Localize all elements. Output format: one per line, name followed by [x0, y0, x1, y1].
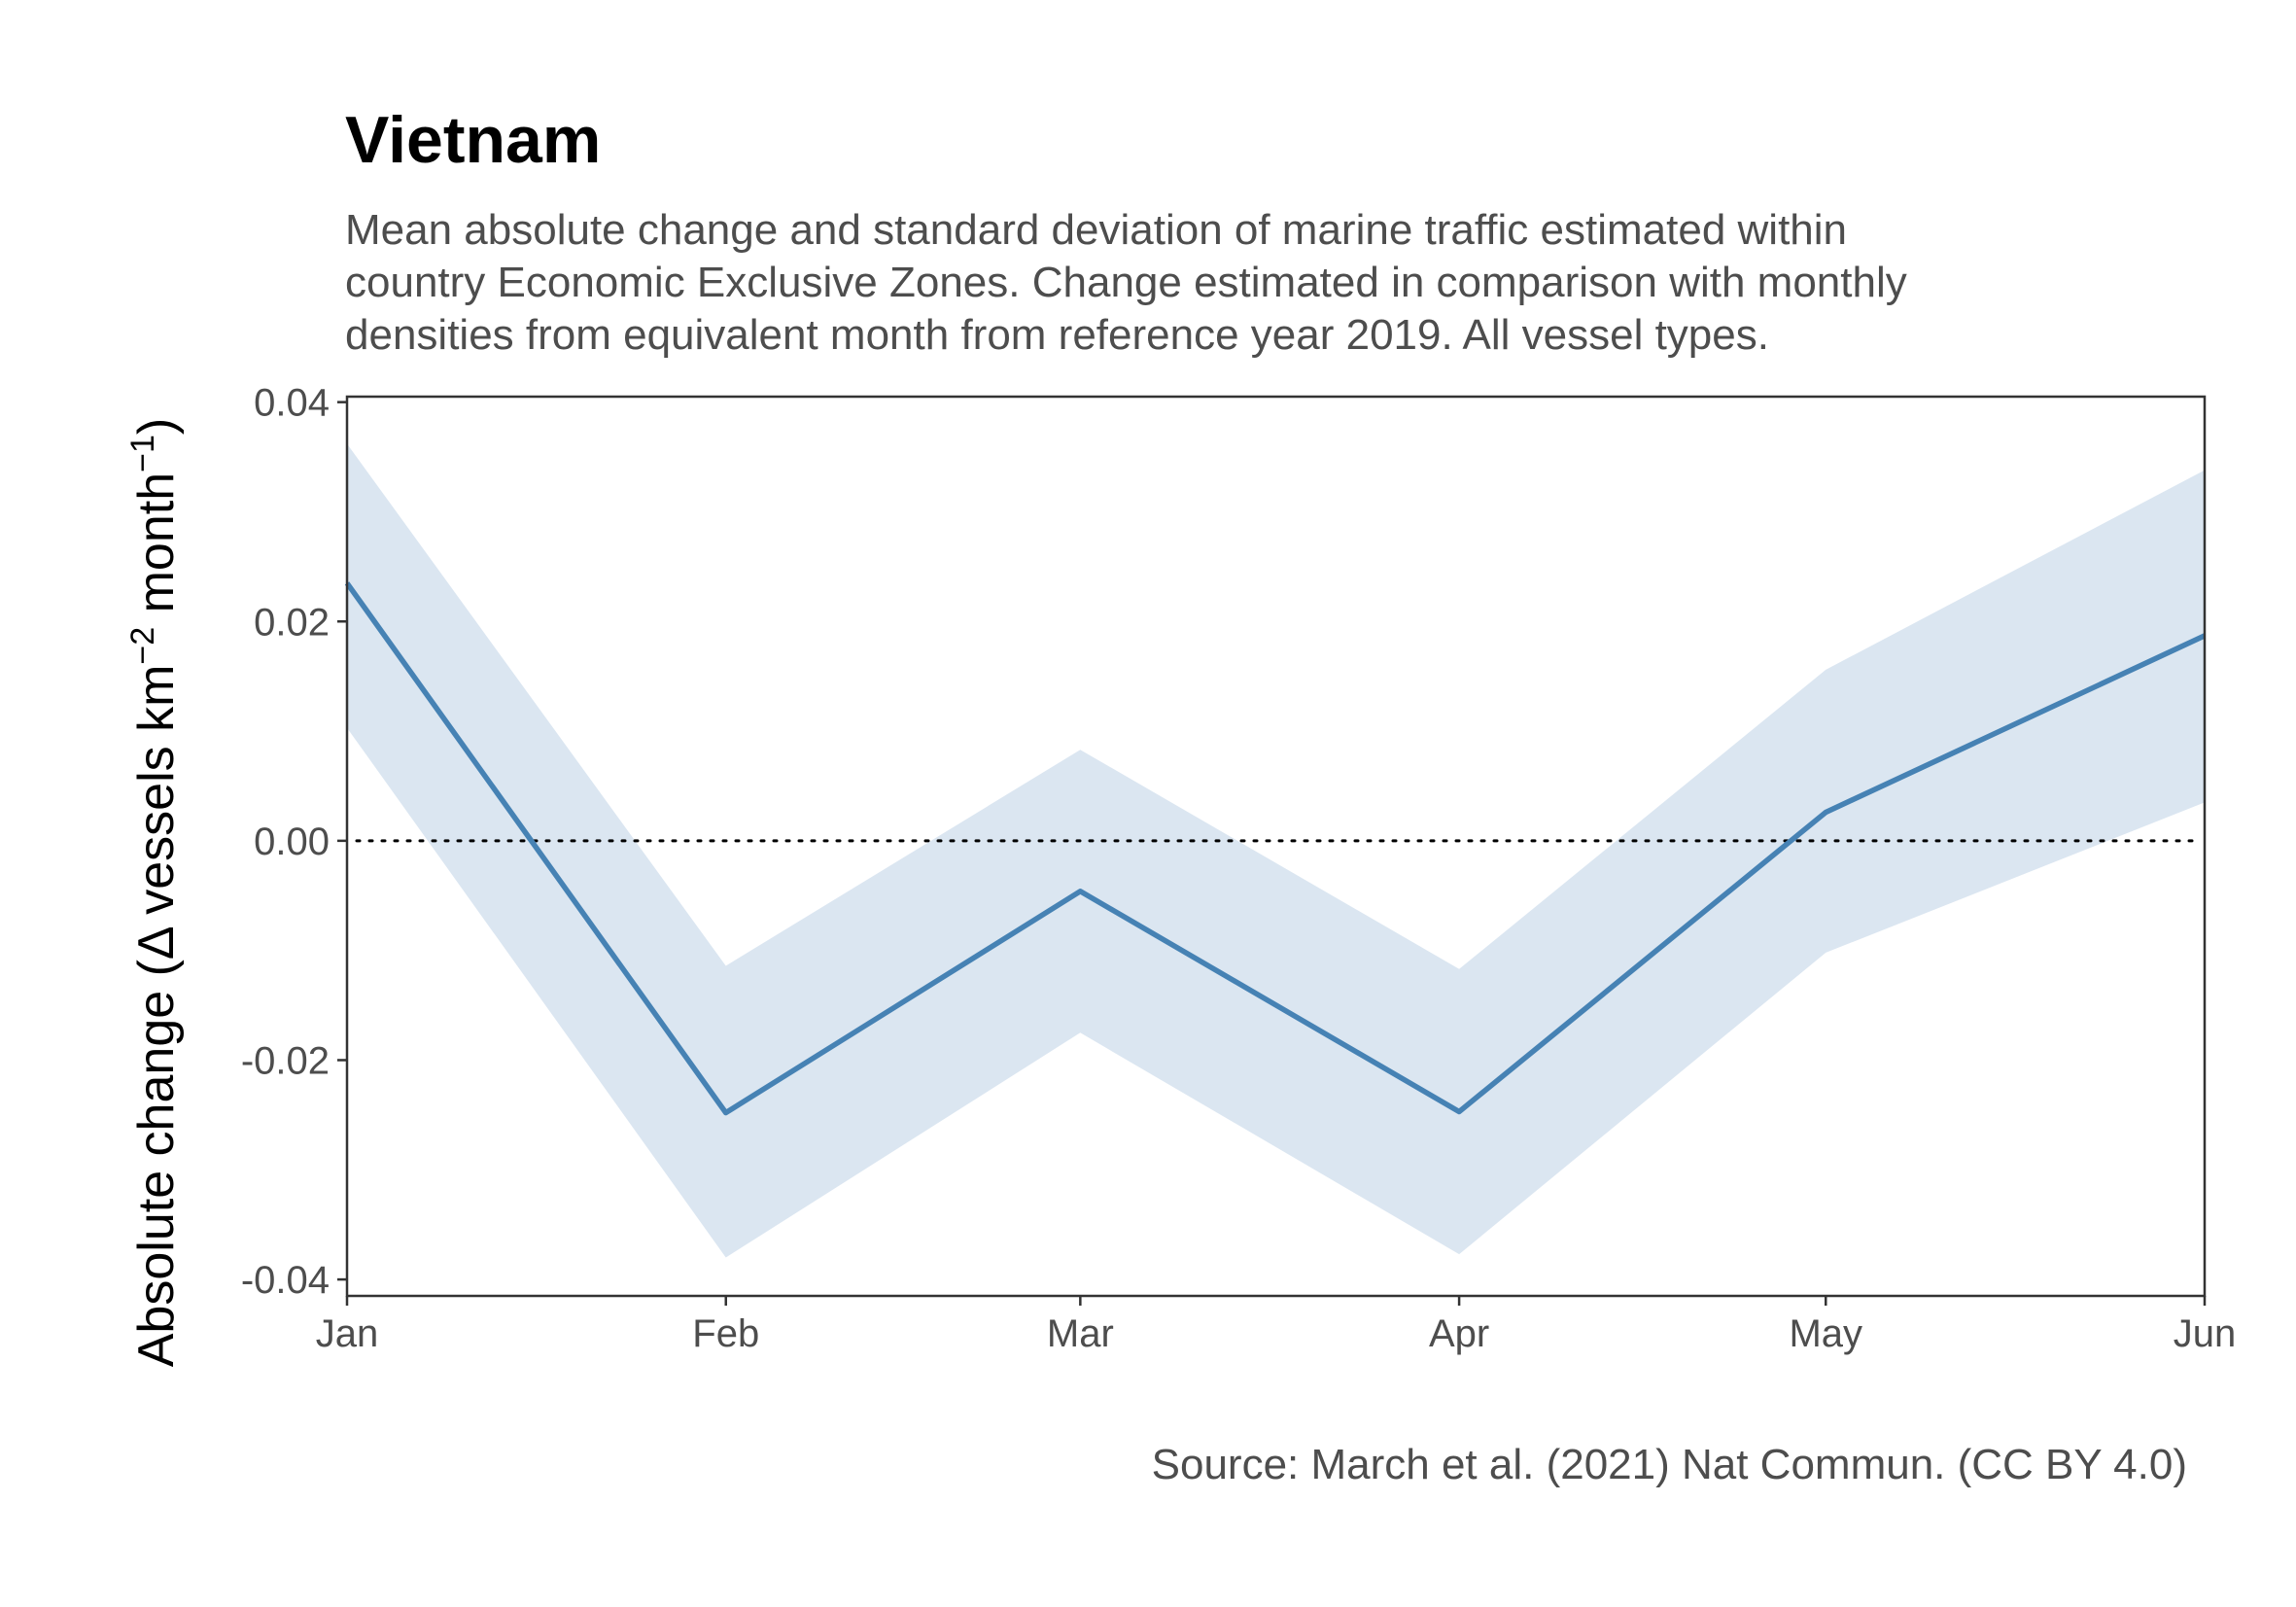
- chart-caption: Source: March et al. (2021) Nat Commun. …: [1151, 1441, 2187, 1488]
- y-axis-title: Absolute change (Δ vessels km−2 month−1): [124, 418, 185, 1368]
- y-axis-title-mid2: month: [128, 472, 185, 627]
- x-tick-label: Mar: [1047, 1312, 1114, 1355]
- y-tick-label: -0.04: [241, 1259, 330, 1302]
- axis-layer: -0.04 -0.02 0.00 0.02 0.04 Jan Feb Mar Apr May Jun: [241, 382, 2236, 1355]
- mean-change-line: [344, 581, 2207, 1116]
- y-axis-title-mid: vessels km: [128, 665, 185, 929]
- y-tick-label: 0.02: [254, 601, 330, 644]
- panel-border: [345, 395, 2207, 1298]
- x-tick-label: Feb: [692, 1312, 759, 1355]
- x-tick-label: May: [1789, 1312, 1862, 1355]
- subtitle-line: densities from equivalent month from ref…: [345, 311, 1769, 359]
- y-axis-title-sup1: −2: [124, 627, 161, 665]
- y-axis-title-delta: Δ: [128, 926, 185, 960]
- x-tick-label: Apr: [1429, 1312, 1489, 1355]
- x-tick-label: Jan: [316, 1312, 379, 1355]
- chart-title: Vietnam: [345, 103, 602, 177]
- subtitle-line: country Economic Exclusive Zones. Change…: [345, 259, 1907, 306]
- y-axis-title-prefix: Absolute change (: [128, 959, 185, 1367]
- chart-subtitle: Mean absolute change and standard deviat…: [345, 204, 2192, 362]
- y-tick-label: -0.02: [241, 1039, 330, 1082]
- y-tick-label: 0.00: [254, 821, 330, 863]
- y-tick-label: 0.04: [254, 382, 330, 425]
- band-layer: [347, 443, 2205, 1258]
- subtitle-line: Mean absolute change and standard deviat…: [345, 206, 1848, 254]
- y-axis-title-sup2: −1: [124, 435, 161, 472]
- sd-band: [347, 443, 2205, 1258]
- y-axis-title-suffix: ): [128, 418, 185, 435]
- x-tick-label: Jun: [2174, 1312, 2237, 1355]
